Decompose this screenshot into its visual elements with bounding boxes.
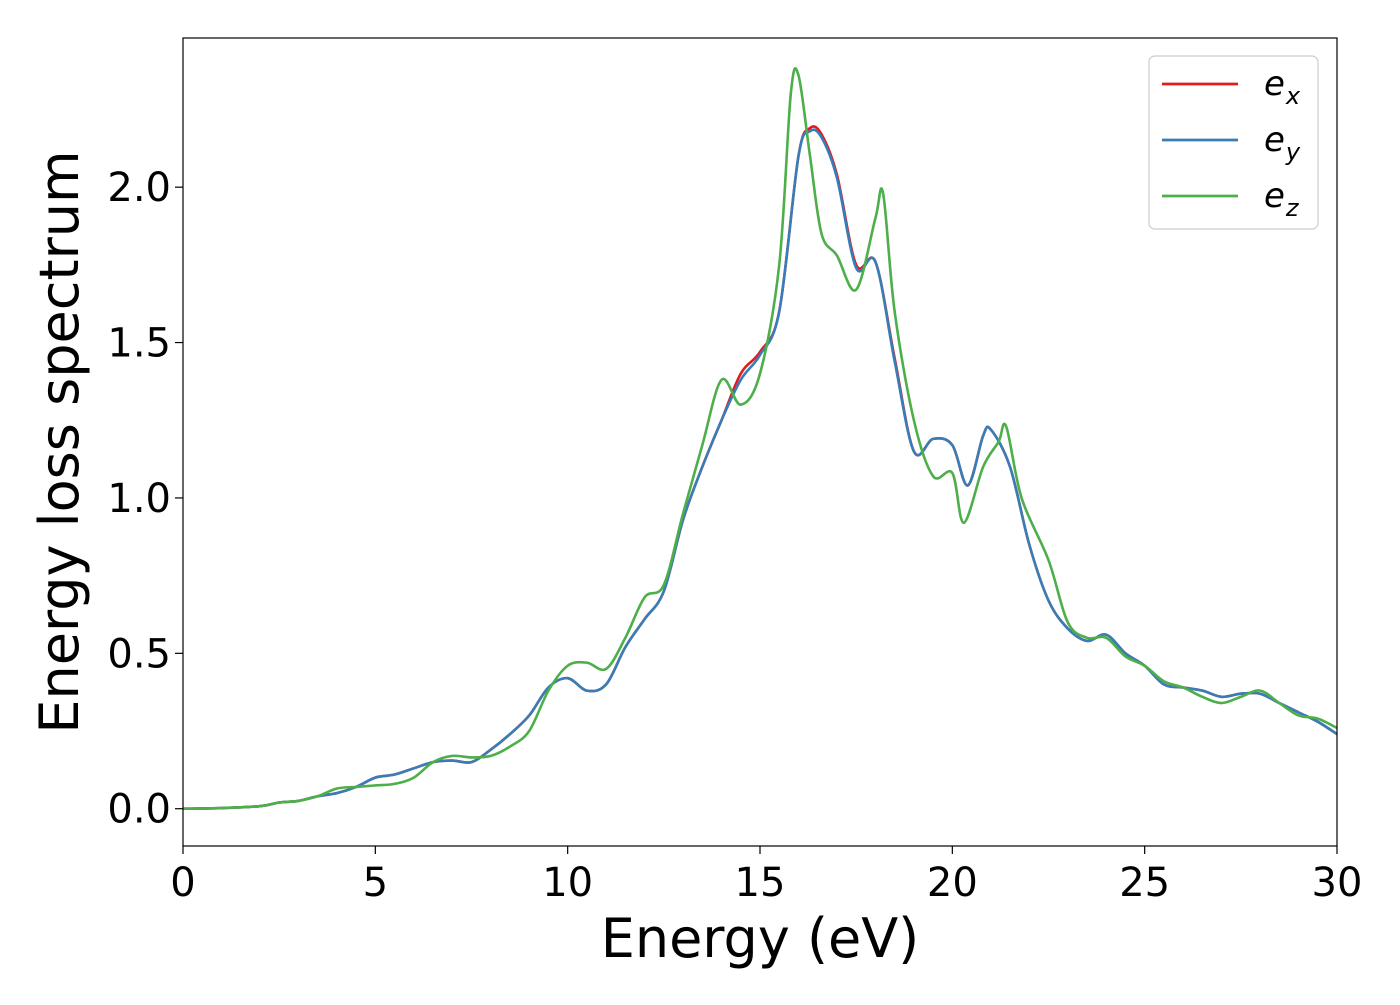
legend-entry-x: ex [1162, 64, 1301, 110]
legend-box [1148, 55, 1319, 230]
y-axis: 0.0 0.5 1.0 1.5 2.0 [107, 165, 183, 833]
plot-area [183, 38, 1337, 846]
x-axis: 0 5 10 15 20 25 30 [170, 846, 1362, 906]
y-tick-label: 0.0 [107, 787, 171, 833]
x-axis-title: Energy (eV) [601, 907, 920, 970]
x-tick-label: 0 [170, 860, 195, 906]
x-tick-label: 15 [735, 860, 786, 906]
x-tick-label: 5 [363, 860, 388, 906]
series-layer [183, 67, 1337, 811]
x-tick-label: 20 [927, 860, 978, 906]
y-axis-title: Energy loss spectrum [28, 150, 91, 733]
x-tick-label: 25 [1119, 860, 1170, 906]
y-tick-label: 0.5 [107, 631, 171, 677]
x-tick-label: 10 [542, 860, 593, 906]
y-tick-label: 1.0 [107, 476, 171, 522]
series-line-z [183, 67, 1337, 811]
x-tick-label: 30 [1312, 860, 1363, 906]
y-tick-label: 1.5 [107, 321, 171, 367]
y-tick-label: 2.0 [107, 165, 171, 211]
